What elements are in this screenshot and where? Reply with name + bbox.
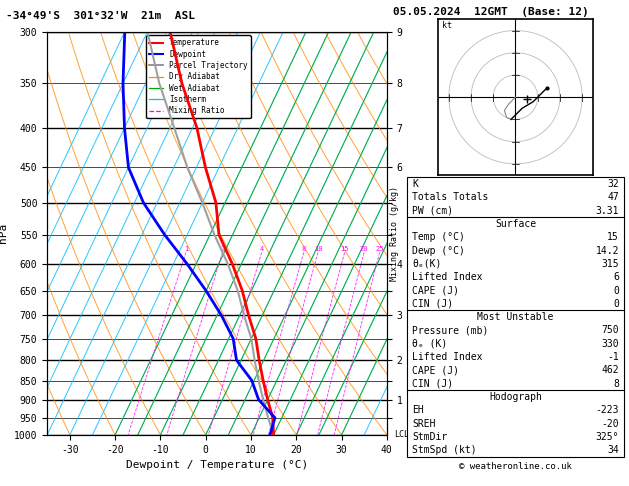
X-axis label: Dewpoint / Temperature (°C): Dewpoint / Temperature (°C) bbox=[126, 460, 308, 470]
Text: Lifted Index: Lifted Index bbox=[412, 272, 482, 282]
Text: 0: 0 bbox=[613, 285, 619, 295]
Text: CAPE (J): CAPE (J) bbox=[412, 365, 459, 375]
Text: 10: 10 bbox=[314, 246, 322, 252]
Text: Hodograph: Hodograph bbox=[489, 392, 542, 402]
Text: Temp (°C): Temp (°C) bbox=[412, 232, 465, 243]
Text: 315: 315 bbox=[601, 259, 619, 269]
Text: CAPE (J): CAPE (J) bbox=[412, 285, 459, 295]
Text: 325°: 325° bbox=[596, 432, 619, 442]
Text: 05.05.2024  12GMT  (Base: 12): 05.05.2024 12GMT (Base: 12) bbox=[393, 7, 589, 17]
Text: LCL: LCL bbox=[394, 431, 409, 439]
Text: 0: 0 bbox=[613, 299, 619, 309]
Text: θₑ(K): θₑ(K) bbox=[412, 259, 442, 269]
Text: 3.31: 3.31 bbox=[596, 206, 619, 216]
Y-axis label: km
ASL: km ASL bbox=[413, 223, 431, 244]
Text: 8: 8 bbox=[613, 379, 619, 389]
Text: 32: 32 bbox=[607, 179, 619, 189]
Text: PW (cm): PW (cm) bbox=[412, 206, 453, 216]
Text: θₑ (K): θₑ (K) bbox=[412, 339, 447, 349]
Text: -1: -1 bbox=[607, 352, 619, 362]
Text: Most Unstable: Most Unstable bbox=[477, 312, 554, 322]
Text: -223: -223 bbox=[596, 405, 619, 415]
Text: StmSpd (kt): StmSpd (kt) bbox=[412, 445, 477, 455]
Text: 34: 34 bbox=[607, 445, 619, 455]
Text: Pressure (mb): Pressure (mb) bbox=[412, 326, 488, 335]
Text: 330: 330 bbox=[601, 339, 619, 349]
Text: CIN (J): CIN (J) bbox=[412, 299, 453, 309]
Text: Mixing Ratio (g/kg): Mixing Ratio (g/kg) bbox=[390, 186, 399, 281]
Text: kt: kt bbox=[442, 21, 452, 30]
Text: StmDir: StmDir bbox=[412, 432, 447, 442]
Text: 6: 6 bbox=[613, 272, 619, 282]
Text: © weatheronline.co.uk: © weatheronline.co.uk bbox=[459, 462, 572, 471]
Text: 47: 47 bbox=[607, 192, 619, 202]
Text: Totals Totals: Totals Totals bbox=[412, 192, 488, 202]
Text: EH: EH bbox=[412, 405, 424, 415]
Text: 20: 20 bbox=[360, 246, 369, 252]
Text: 15: 15 bbox=[607, 232, 619, 243]
Text: 462: 462 bbox=[601, 365, 619, 375]
Text: 14.2: 14.2 bbox=[596, 245, 619, 256]
Text: -34°49'S  301°32'W  21m  ASL: -34°49'S 301°32'W 21m ASL bbox=[6, 11, 195, 20]
Text: SREH: SREH bbox=[412, 418, 435, 429]
Text: 15: 15 bbox=[340, 246, 349, 252]
Y-axis label: hPa: hPa bbox=[0, 223, 8, 243]
Text: Surface: Surface bbox=[495, 219, 536, 229]
Text: CIN (J): CIN (J) bbox=[412, 379, 453, 389]
Text: 25: 25 bbox=[376, 246, 384, 252]
Text: 750: 750 bbox=[601, 326, 619, 335]
Text: Lifted Index: Lifted Index bbox=[412, 352, 482, 362]
Legend: Temperature, Dewpoint, Parcel Trajectory, Dry Adiabat, Wet Adiabat, Isotherm, Mi: Temperature, Dewpoint, Parcel Trajectory… bbox=[146, 35, 251, 118]
Text: 8: 8 bbox=[302, 246, 306, 252]
Text: Dewp (°C): Dewp (°C) bbox=[412, 245, 465, 256]
Text: 4: 4 bbox=[260, 246, 264, 252]
Text: -20: -20 bbox=[601, 418, 619, 429]
Text: K: K bbox=[412, 179, 418, 189]
Text: 2: 2 bbox=[220, 246, 225, 252]
Text: 1: 1 bbox=[184, 246, 188, 252]
